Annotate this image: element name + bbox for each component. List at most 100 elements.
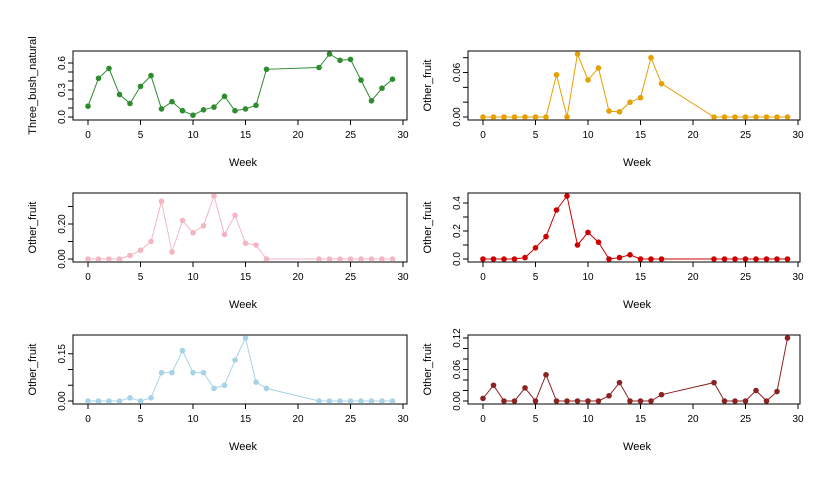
x-tick-label: 0: [480, 130, 486, 141]
data-point: [127, 395, 133, 401]
data-point: [480, 256, 486, 262]
x-tick-label: 5: [138, 414, 144, 425]
x-axis-label: Week: [623, 157, 651, 169]
data-point: [200, 107, 207, 113]
x-tick-label: 15: [240, 414, 252, 425]
x-tick-label: 15: [635, 414, 647, 425]
data-point: [522, 385, 528, 391]
data-point: [169, 369, 175, 376]
data-point: [148, 395, 154, 401]
data-point: [242, 106, 249, 112]
x-tick-label: 10: [187, 130, 199, 141]
x-tick-label: 15: [240, 272, 252, 283]
data-point: [511, 256, 518, 262]
x-axis-label: Week: [623, 441, 651, 453]
data-point: [379, 256, 385, 262]
data-point: [616, 379, 623, 386]
data-point: [501, 398, 507, 404]
data-point: [606, 108, 612, 114]
data-point: [179, 107, 186, 114]
x-tick-label: 10: [187, 272, 199, 283]
x-tick-label: 25: [740, 130, 752, 141]
data-point: [358, 256, 364, 262]
data-point: [148, 72, 154, 79]
data-point: [85, 256, 91, 262]
data-point: [490, 382, 497, 389]
data-point: [316, 64, 322, 71]
data-point: [337, 57, 343, 64]
panel-5: 0 5 10 15 20 25 30 0.00 0.15 Week Other_fruit: [27, 334, 409, 453]
data-point: [137, 83, 144, 90]
x-tick-label: 0: [85, 414, 91, 425]
data-point: [85, 103, 91, 109]
y-tick-label: 0.06: [452, 62, 463, 82]
data-point: [732, 114, 738, 120]
x-tick-label: 15: [635, 130, 647, 141]
x-tick-label: 30: [792, 272, 804, 283]
data-point: [606, 256, 612, 262]
data-point: [106, 398, 112, 404]
x-tick-label: 25: [740, 414, 752, 425]
data-point: [774, 114, 780, 120]
plot-frame: [72, 50, 408, 121]
data-point: [784, 114, 791, 120]
series-line: [482, 337, 788, 402]
panel-2: 0 5 10 15 20 25 30 0.00 0.06 Week Other_fruit: [422, 50, 804, 169]
data-point: [253, 242, 259, 248]
data-point: [253, 102, 259, 109]
data-point: [721, 114, 728, 120]
y-axis-label: Other_fruit: [422, 202, 434, 254]
data-point: [658, 391, 665, 398]
x-tick-label: 0: [85, 272, 91, 283]
data-point: [137, 247, 144, 254]
data-point: [753, 114, 759, 120]
data-point: [553, 207, 560, 213]
series-line: [88, 194, 393, 260]
plot-frame: [72, 334, 408, 405]
data-point: [564, 398, 570, 404]
y-tick-label: 0.00: [452, 391, 463, 411]
x-tick-label: 5: [533, 130, 539, 141]
x-tick-label: 0: [85, 130, 91, 141]
data-point: [532, 245, 539, 251]
x-tick-label: 0: [480, 414, 486, 425]
data-point: [648, 256, 654, 262]
plot-frame: [467, 192, 801, 263]
data-point: [116, 256, 123, 262]
data-point: [326, 51, 333, 57]
data-point: [574, 398, 581, 404]
data-point: [553, 398, 560, 404]
data-point: [389, 76, 396, 82]
data-point: [389, 256, 396, 262]
x-tick-label: 10: [582, 414, 594, 425]
data-point: [263, 66, 270, 73]
data-point: [211, 385, 217, 392]
data-point: [95, 398, 102, 404]
data-point: [221, 382, 228, 389]
x-tick-label: 20: [687, 272, 699, 283]
data-point: [553, 71, 560, 78]
data-point: [721, 256, 728, 262]
data-point: [169, 249, 175, 255]
x-tick-label: 30: [792, 130, 804, 141]
x-tick-label: 20: [687, 130, 699, 141]
data-point: [585, 398, 591, 404]
data-point: [784, 256, 791, 262]
data-point: [501, 256, 507, 262]
data-point: [347, 398, 354, 404]
data-point: [379, 398, 385, 404]
data-point: [158, 369, 165, 376]
y-tick-label: 0.15: [57, 344, 68, 364]
data-point: [711, 114, 717, 120]
data-point: [148, 238, 154, 245]
x-tick-label: 30: [397, 414, 409, 425]
plot-frame: [72, 192, 408, 263]
data-point: [200, 222, 207, 229]
data-point: [480, 395, 486, 402]
x-tick-label: 20: [292, 130, 304, 141]
data-point: [347, 56, 354, 63]
panel-1: 0 5 10 15 20 25 30 0.0 0.3 0.6 Week Three_bush_natu…: [27, 36, 409, 169]
data-point: [95, 75, 102, 82]
panel-3: 0 5 10 15 20 25 30 0.00 0.20 Week Other_fruit: [27, 192, 409, 311]
data-point: [501, 114, 507, 120]
